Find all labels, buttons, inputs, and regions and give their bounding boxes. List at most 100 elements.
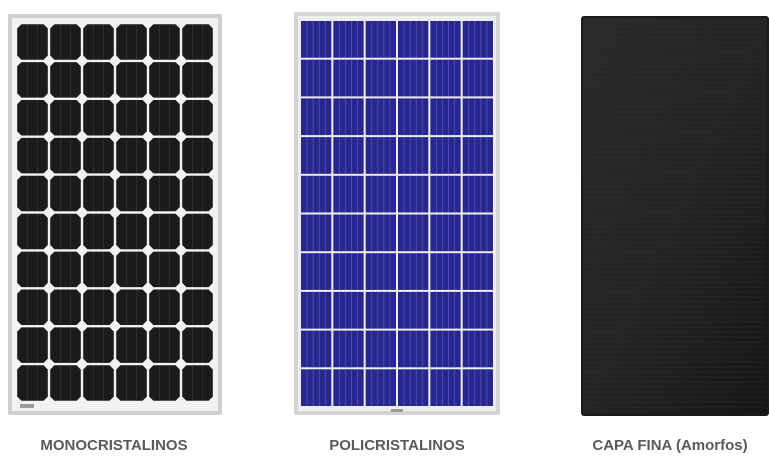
cell-grid (17, 24, 213, 401)
poly-cell (301, 21, 332, 58)
poly-cell (365, 369, 396, 406)
poly-cell (333, 98, 364, 136)
poly-cell (333, 175, 364, 213)
mono-cell (17, 251, 48, 288)
mono-cell (182, 175, 213, 212)
poly-cell (430, 21, 461, 58)
poly-cell (462, 330, 493, 368)
mono-cell (83, 24, 114, 60)
polycrystalline-panel-image (294, 12, 500, 415)
poly-cell (398, 137, 429, 174)
mono-cell (182, 251, 213, 288)
panel-junction-tab (391, 409, 403, 412)
poly-cell (462, 369, 493, 406)
mono-cell (149, 251, 180, 288)
poly-cell (398, 369, 429, 406)
cell-grid (301, 21, 493, 406)
mono-cell (17, 137, 48, 174)
poly-cell (462, 137, 493, 174)
poly-cell (365, 253, 396, 290)
poly-cell (333, 21, 364, 58)
mono-cell (149, 24, 180, 60)
thin-film-stripes (585, 21, 765, 408)
mono-cell (83, 175, 114, 212)
poly-cell (301, 214, 332, 252)
poly-cell (301, 175, 332, 213)
thin-film-surface (583, 18, 767, 414)
mono-cell (17, 365, 48, 401)
poly-cell (365, 59, 396, 97)
mono-cell (116, 175, 147, 212)
mono-cell (116, 365, 147, 401)
poly-cell (462, 214, 493, 252)
mono-cell (116, 100, 147, 136)
mono-cell (182, 213, 213, 250)
poly-cell (365, 175, 396, 213)
mono-cell (83, 100, 114, 136)
poly-cell (430, 291, 461, 329)
mono-cell (17, 175, 48, 212)
poly-cell (333, 59, 364, 97)
mono-cell (17, 24, 48, 60)
mono-cell (83, 365, 114, 401)
mono-cell (149, 289, 180, 325)
poly-cell (301, 330, 332, 368)
mono-cell (182, 137, 213, 174)
poly-cell (462, 253, 493, 290)
poly-cell (333, 253, 364, 290)
mono-cell (116, 289, 147, 325)
mono-cell (182, 62, 213, 98)
thin-film-label: CAPA FINA (Amorfos) (592, 437, 748, 454)
poly-cell (301, 98, 332, 136)
poly-cell (365, 137, 396, 174)
mono-cell (149, 100, 180, 136)
polycrystalline-panel-graphic (294, 12, 500, 415)
poly-cell (301, 253, 332, 290)
mono-cell (17, 62, 48, 98)
mono-cell (50, 289, 81, 325)
mono-cell (116, 327, 147, 363)
mono-cell (182, 365, 213, 401)
mono-cell (83, 251, 114, 288)
panel-brand-plate (20, 404, 34, 408)
mono-cell (83, 213, 114, 250)
poly-cell (430, 98, 461, 136)
mono-cell (50, 24, 81, 60)
mono-cell (50, 62, 81, 98)
mono-cell (83, 62, 114, 98)
poly-cell (462, 291, 493, 329)
poly-cell (462, 59, 493, 97)
poly-cell (430, 330, 461, 368)
mono-cell (17, 100, 48, 136)
poly-cell (462, 21, 493, 58)
mono-cell (50, 137, 81, 174)
mono-cell (182, 289, 213, 325)
poly-cell (301, 137, 332, 174)
poly-cell (430, 253, 461, 290)
mono-cell (116, 24, 147, 60)
poly-cell (430, 214, 461, 252)
mono-cell (149, 62, 180, 98)
mono-cell (50, 365, 81, 401)
monocrystalline-panel-graphic (8, 14, 222, 415)
thin-film-panel-graphic (581, 16, 769, 416)
poly-cell (301, 59, 332, 97)
mono-cell (83, 137, 114, 174)
mono-cell (149, 137, 180, 174)
mono-cell (116, 137, 147, 174)
poly-cell (333, 369, 364, 406)
poly-cell (365, 21, 396, 58)
mono-cell (17, 327, 48, 363)
mono-cell (116, 62, 147, 98)
poly-cell (398, 291, 429, 329)
poly-cell (365, 330, 396, 368)
poly-cell (430, 175, 461, 213)
poly-cell (398, 98, 429, 136)
mono-cell (116, 251, 147, 288)
poly-cell (430, 59, 461, 97)
mono-cell (149, 175, 180, 212)
poly-cell (430, 369, 461, 406)
poly-cell (365, 214, 396, 252)
mono-cell (182, 24, 213, 60)
mono-cell (83, 289, 114, 325)
